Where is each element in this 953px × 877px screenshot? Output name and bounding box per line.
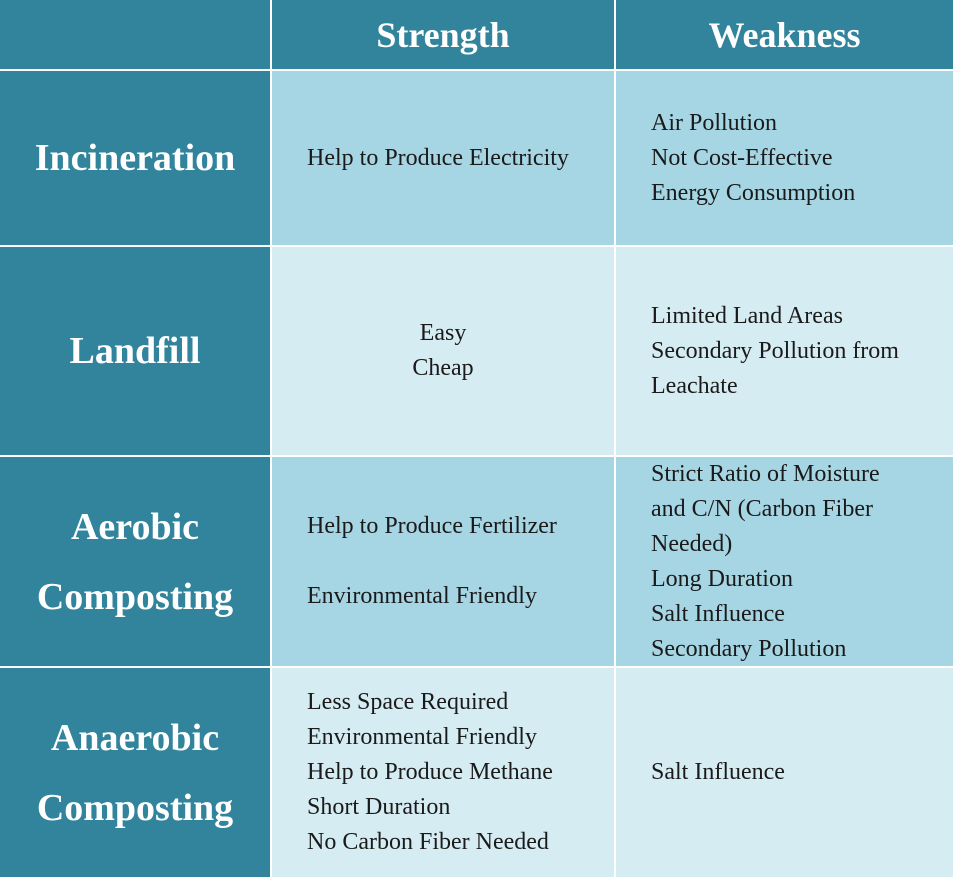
weakness-column-header: Weakness: [614, 0, 953, 71]
row-header-incineration: Incineration: [0, 71, 270, 247]
spacer: [307, 544, 614, 579]
strength-item: Environmental Friendly: [307, 724, 537, 750]
strength-cell-landfill: Easy Cheap: [270, 247, 614, 457]
strength-item: Help to Produce Methane: [307, 759, 553, 785]
strength-item: No Carbon Fiber Needed: [307, 829, 549, 855]
row-header-landfill: Landfill: [0, 247, 270, 457]
weakness-cell-incineration: Air Pollution Not Cost-Effective Energy …: [614, 71, 953, 247]
strength-item: Help to Produce Fertilizer: [307, 513, 557, 539]
weakness-item: Not Cost-Effective: [651, 144, 833, 171]
method-label: Aerobic: [70, 505, 200, 548]
weakness-item: Energy Consumption: [651, 179, 856, 206]
method-label: Composting: [36, 786, 234, 829]
strength-cell-incineration: Help to Produce Electricity: [270, 71, 614, 247]
weakness-cell-aerobic-composting: Strict Ratio of Moisture and C/N (Carbon…: [614, 457, 953, 668]
row-header-anaerobic-composting: Anaerobic Composting: [0, 668, 270, 877]
method-label: Incineration: [34, 137, 236, 179]
table-corner-cell: [0, 0, 270, 71]
weakness-item: Salt Influence: [651, 759, 785, 785]
weakness-item: and C/N (Carbon Fiber: [651, 495, 873, 522]
weakness-item: Air Pollution: [651, 109, 778, 136]
strength-cell-aerobic-composting: Help to Produce Fertilizer Environmental…: [270, 457, 614, 668]
weakness-header-label: Weakness: [708, 14, 861, 55]
method-label: Composting: [36, 575, 234, 618]
weakness-cell-anaerobic-composting: Salt Influence: [614, 668, 953, 877]
weakness-cell-landfill: Limited Land Areas Secondary Pollution f…: [614, 247, 953, 457]
weakness-item: Secondary Pollution from: [651, 337, 899, 364]
strength-column-header: Strength: [270, 0, 614, 71]
strength-item: Cheap: [412, 355, 474, 381]
strength-item: Short Duration: [307, 794, 451, 820]
weakness-item: Secondary Pollution: [651, 635, 847, 662]
strength-header-label: Strength: [376, 14, 510, 55]
weakness-item: Long Duration: [651, 565, 793, 592]
weakness-item: Needed): [651, 530, 733, 557]
strength-cell-anaerobic-composting: Less Space Required Environmental Friend…: [270, 668, 614, 877]
weakness-item: Strict Ratio of Moisture: [651, 460, 880, 487]
weakness-item: Limited Land Areas: [651, 302, 843, 329]
weakness-item: Salt Influence: [651, 600, 785, 627]
strength-item: Environmental Friendly: [307, 583, 537, 609]
method-label: Anaerobic: [50, 716, 220, 759]
strength-item: Less Space Required: [307, 689, 509, 715]
strength-item: Easy: [419, 320, 467, 346]
method-label: Landfill: [69, 330, 201, 372]
row-header-aerobic-composting: Aerobic Composting: [0, 457, 270, 668]
weakness-item: Leachate: [651, 372, 738, 399]
strength-item: Help to Produce Electricity: [307, 144, 569, 171]
